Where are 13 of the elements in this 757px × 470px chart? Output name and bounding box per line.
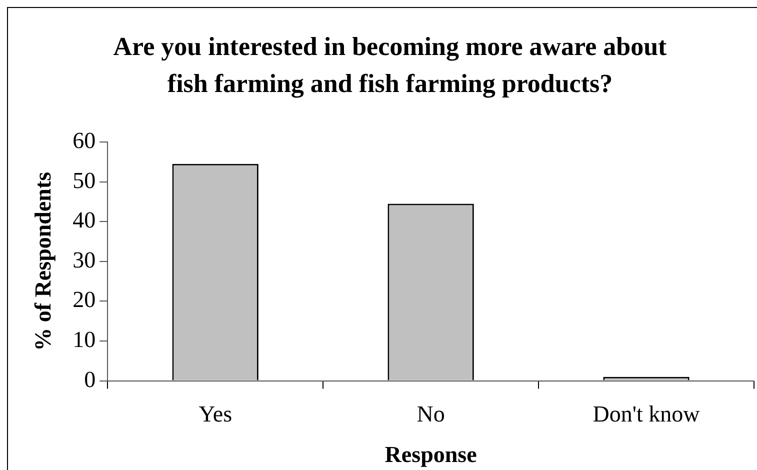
y-tick-label: 0 xyxy=(84,366,96,392)
y-tick-label: 30 xyxy=(72,247,96,272)
x-tick-label: Yes xyxy=(198,402,232,427)
y-tick-label: 20 xyxy=(72,287,96,312)
y-tick-label: 10 xyxy=(72,327,96,352)
y-tick-label: 50 xyxy=(72,168,96,193)
y-tick-label: 60 xyxy=(72,128,96,154)
y-axis-title: % of Respondents xyxy=(30,172,56,351)
x-tick-label: Don't know xyxy=(592,402,700,427)
chart-title: Are you interested in becoming more aware about fish farming and fish farming products? xyxy=(112,31,668,100)
x-tick-label: No xyxy=(416,402,445,427)
x-axis-title: Response xyxy=(384,442,477,468)
y-tick-label: 40 xyxy=(72,208,96,233)
